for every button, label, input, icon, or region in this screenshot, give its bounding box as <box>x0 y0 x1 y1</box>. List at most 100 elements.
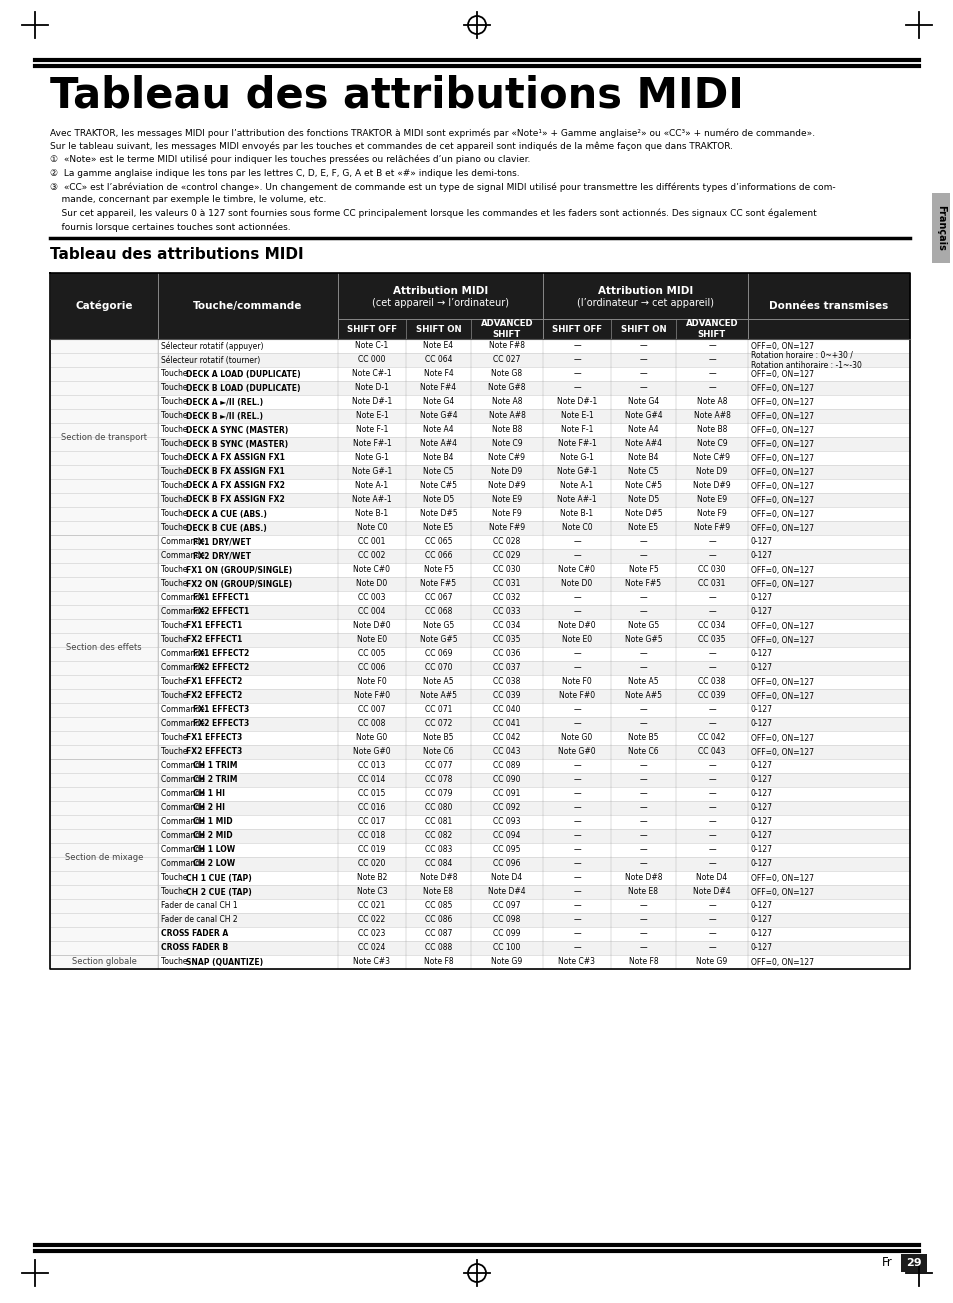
Text: Catégorie: Catégorie <box>75 301 132 311</box>
Text: Tableau des attributions MIDI: Tableau des attributions MIDI <box>50 76 743 117</box>
Text: Note F-1: Note F-1 <box>355 426 388 434</box>
Bar <box>50 717 158 731</box>
Text: Note D#4: Note D#4 <box>488 887 525 896</box>
Text: Note D4: Note D4 <box>491 873 522 882</box>
Text: Note G5: Note G5 <box>422 622 454 631</box>
Text: —: — <box>707 705 715 714</box>
Text: Note A4: Note A4 <box>627 426 659 434</box>
Text: Commande: Commande <box>161 538 207 546</box>
Text: 0-127: 0-127 <box>750 761 772 770</box>
Text: FX1 EFFECT3: FX1 EFFECT3 <box>193 705 250 714</box>
Text: —: — <box>639 649 647 658</box>
Text: OFF=0, ON=127: OFF=0, ON=127 <box>750 958 813 967</box>
Text: —: — <box>707 916 715 925</box>
Text: Note D#8: Note D#8 <box>419 873 456 882</box>
Text: Note G4: Note G4 <box>627 397 659 407</box>
Text: Note G#8: Note G#8 <box>488 383 525 392</box>
Text: CC 034: CC 034 <box>698 622 725 631</box>
Text: Note F0: Note F0 <box>561 678 591 687</box>
Bar <box>50 605 158 619</box>
Text: Note G-1: Note G-1 <box>559 453 594 463</box>
Text: Note D#-1: Note D#-1 <box>557 397 597 407</box>
Text: CC 036: CC 036 <box>493 649 520 658</box>
Text: Section des effets: Section des effets <box>66 642 142 652</box>
Text: CC 091: CC 091 <box>493 790 520 799</box>
Text: Note F5: Note F5 <box>423 566 453 575</box>
Text: Touche: Touche <box>161 580 190 589</box>
Text: Note C#0: Note C#0 <box>558 566 595 575</box>
Text: —: — <box>573 846 580 855</box>
Text: CC 040: CC 040 <box>493 705 520 714</box>
Text: 0-127: 0-127 <box>750 551 772 560</box>
Bar <box>50 592 158 605</box>
Text: DECK B LOAD (DUPLICATE): DECK B LOAD (DUPLICATE) <box>186 383 300 392</box>
Bar <box>50 339 158 353</box>
Text: Note F0: Note F0 <box>356 678 387 687</box>
Bar <box>50 955 158 969</box>
Text: CH 1 HI: CH 1 HI <box>193 790 225 799</box>
Text: SHIFT ON: SHIFT ON <box>416 324 461 334</box>
Text: OFF=0, ON=127: OFF=0, ON=127 <box>750 453 813 463</box>
Text: Note C#-1: Note C#-1 <box>352 370 392 378</box>
Text: Note A#8: Note A#8 <box>488 412 525 421</box>
Text: CC 065: CC 065 <box>424 538 452 546</box>
Text: —: — <box>639 607 647 616</box>
Text: FX1 DRY/WET: FX1 DRY/WET <box>193 538 252 546</box>
Text: Note C0: Note C0 <box>356 524 387 533</box>
Text: —: — <box>707 356 715 365</box>
Text: CC 006: CC 006 <box>358 663 385 672</box>
Text: Commande: Commande <box>161 649 207 658</box>
Text: Fader de canal CH 2: Fader de canal CH 2 <box>161 916 237 925</box>
Text: —: — <box>573 761 580 770</box>
Text: Note A4: Note A4 <box>423 426 454 434</box>
Text: Commande: Commande <box>161 804 207 813</box>
Text: Note D9: Note D9 <box>696 468 727 477</box>
Text: —: — <box>707 551 715 560</box>
Text: OFF=0, ON=127: OFF=0, ON=127 <box>750 734 813 743</box>
Text: DECK A FX ASSIGN FX1: DECK A FX ASSIGN FX1 <box>186 453 285 463</box>
Text: Touche: Touche <box>161 958 190 967</box>
Text: —: — <box>639 356 647 365</box>
Text: CC 013: CC 013 <box>358 761 385 770</box>
Text: Note B2: Note B2 <box>356 873 387 882</box>
Text: Note F#-1: Note F#-1 <box>353 439 391 448</box>
Text: CC 031: CC 031 <box>493 580 520 589</box>
Text: Note C9: Note C9 <box>491 439 521 448</box>
Text: —: — <box>639 551 647 560</box>
Text: —: — <box>639 705 647 714</box>
Text: SHIFT OFF: SHIFT OFF <box>347 324 396 334</box>
Bar <box>50 563 158 577</box>
Text: OFF=0, ON=127: OFF=0, ON=127 <box>750 412 813 421</box>
Text: Note F#0: Note F#0 <box>558 692 595 701</box>
Text: CC 078: CC 078 <box>424 775 452 784</box>
Bar <box>158 773 909 787</box>
Text: OFF=0, ON=127: OFF=0, ON=127 <box>750 748 813 757</box>
Text: —: — <box>573 383 580 392</box>
Text: Note G#4: Note G#4 <box>624 412 661 421</box>
Text: Touche: Touche <box>161 370 190 378</box>
Text: FX1 ON (GROUP/SINGLE): FX1 ON (GROUP/SINGLE) <box>186 566 292 575</box>
Bar <box>50 549 158 563</box>
Text: Note A#-1: Note A#-1 <box>557 495 597 504</box>
Text: Note F9: Note F9 <box>492 509 521 519</box>
Text: ADVANCED
SHIFT: ADVANCED SHIFT <box>685 319 738 339</box>
Text: —: — <box>707 902 715 911</box>
Text: Touche: Touche <box>161 566 190 575</box>
Bar <box>50 480 158 493</box>
Text: Note E5: Note E5 <box>423 524 453 533</box>
Text: Commande: Commande <box>161 607 207 616</box>
Bar <box>50 437 158 451</box>
Text: —: — <box>639 761 647 770</box>
Text: Note C#3: Note C#3 <box>558 958 595 967</box>
Bar <box>158 801 909 814</box>
Text: 29: 29 <box>905 1257 921 1268</box>
Bar <box>158 760 909 773</box>
Text: —: — <box>639 538 647 546</box>
Bar <box>50 507 158 521</box>
Text: CC 085: CC 085 <box>424 902 452 911</box>
Text: CC 069: CC 069 <box>424 649 452 658</box>
Text: —: — <box>707 341 715 351</box>
Text: —: — <box>707 817 715 826</box>
Text: Note G#0: Note G#0 <box>353 748 391 757</box>
Bar <box>50 675 158 689</box>
